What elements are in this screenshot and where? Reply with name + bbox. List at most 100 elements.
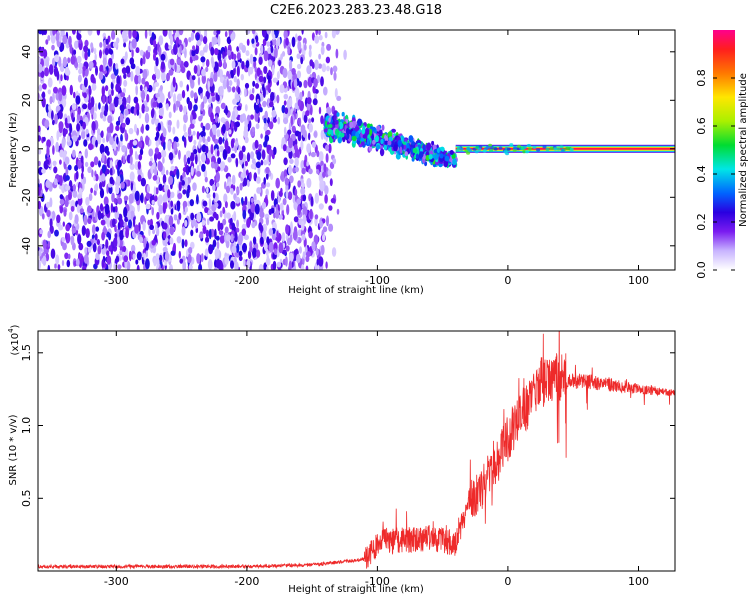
heat-cell [222, 123, 226, 134]
x-tick-label: -200 [234, 274, 259, 287]
heat-cell [69, 123, 73, 134]
heat-cell [170, 250, 176, 256]
heat-cell [326, 43, 332, 51]
heat-cell [230, 33, 235, 41]
heat-cell [123, 79, 128, 87]
heat-cell [268, 208, 272, 215]
heat-cell [288, 137, 293, 149]
heat-cell [190, 90, 195, 99]
heat-cell [194, 55, 199, 61]
heat-cell [202, 136, 206, 143]
heat-cell [336, 112, 340, 117]
heat-cell [114, 210, 120, 220]
heat-cell [314, 59, 319, 71]
spectrogram-y-ticks: -40 -20 0 20 40 [20, 45, 675, 255]
heat-cell [166, 72, 170, 82]
y-tick-label: 0 [20, 145, 33, 152]
heat-cell [559, 145, 564, 149]
heat-cell [299, 91, 303, 102]
heat-cell [165, 169, 169, 176]
heat-cell [410, 147, 414, 155]
heat-cell [176, 119, 180, 129]
heat-cell [208, 228, 212, 240]
heat-cell [140, 57, 143, 67]
heat-cell [111, 88, 114, 96]
heat-cell [224, 139, 229, 151]
heat-cell [227, 181, 232, 187]
heat-cell [265, 188, 269, 197]
heat-cell [130, 63, 136, 70]
heat-cell [115, 184, 120, 195]
heat-cell [65, 185, 71, 191]
heat-cell [493, 147, 498, 151]
heat-cell [66, 115, 71, 124]
heat-cell [41, 168, 46, 174]
heat-cell [234, 261, 239, 270]
heat-cell [103, 196, 109, 206]
heat-cell [151, 239, 156, 246]
heat-cell [144, 30, 148, 39]
heat-cell [256, 249, 261, 258]
heat-cell [314, 35, 320, 44]
heat-cell [320, 129, 324, 140]
heat-cell [320, 45, 325, 55]
heat-cell [404, 151, 408, 157]
heat-cell [45, 253, 50, 262]
heat-cell [490, 146, 494, 150]
heat-cell [190, 229, 194, 237]
heat-cell [262, 100, 267, 108]
heat-cell [41, 213, 45, 220]
heat-cell [186, 84, 189, 92]
heat-cell [283, 157, 288, 166]
heat-cell [74, 61, 79, 69]
heat-cell [96, 134, 102, 145]
heat-cell [205, 145, 209, 154]
heat-cell [296, 63, 302, 70]
heat-cell [147, 219, 151, 226]
heat-cell [128, 30, 132, 40]
heat-cell [379, 148, 385, 157]
heat-cell [128, 127, 134, 135]
heat-cell [240, 73, 244, 81]
heat-cell [482, 149, 487, 153]
colorbar-tick-label: 0.4 [695, 165, 708, 183]
heat-cell [271, 30, 275, 38]
heat-cell [217, 220, 221, 232]
heat-cell [412, 147, 418, 154]
heat-cell [250, 202, 256, 213]
heat-cell [181, 180, 186, 186]
heat-cell [168, 69, 174, 76]
heat-cell [38, 56, 41, 64]
snr-y-ticks: 0.5 1.0 1.5 [20, 344, 675, 507]
heat-cell [187, 157, 191, 165]
snr-panel: -300 -200 -100 0 100 0.5 1.0 1.5 Height of str… [7, 324, 676, 595]
heat-cell [44, 67, 49, 77]
heat-cell [91, 169, 94, 178]
heat-cell [147, 45, 151, 53]
heat-cell [489, 148, 494, 153]
heat-cell [291, 68, 296, 75]
heat-cell [334, 120, 339, 125]
heat-cell [207, 209, 213, 215]
heat-cell [60, 74, 63, 82]
heat-cell [201, 253, 204, 263]
heat-cell [325, 153, 329, 163]
heat-cell [137, 167, 142, 177]
heat-cell [134, 224, 140, 234]
heat-cell [187, 254, 192, 264]
heat-cell [241, 197, 244, 205]
heat-cell [54, 263, 57, 269]
heat-cell [302, 194, 307, 202]
heat-cell [71, 227, 77, 234]
heat-cell [308, 168, 313, 175]
heat-cell [236, 78, 240, 88]
heat-cell [77, 108, 81, 115]
heat-cell [64, 252, 69, 260]
heat-cell [71, 103, 77, 111]
heat-cell [61, 260, 65, 266]
heat-cell [249, 171, 252, 181]
heat-cell [136, 109, 140, 116]
heat-cell [88, 247, 92, 254]
heat-cell [324, 31, 328, 39]
heat-cell [39, 183, 42, 191]
